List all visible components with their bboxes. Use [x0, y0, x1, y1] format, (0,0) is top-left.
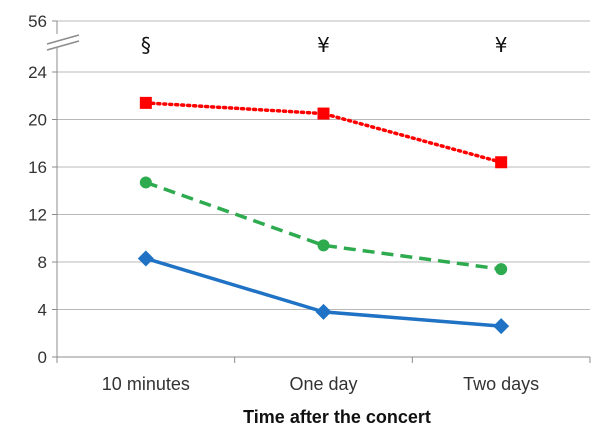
x-tick-label: One day [289, 374, 357, 394]
data-point-circle [495, 263, 508, 276]
gridlines [57, 20, 590, 310]
axis-break-slash [46, 40, 80, 51]
axis-break-marks [44, 34, 82, 51]
axes [44, 20, 591, 363]
annotation-mark: ¥ [317, 33, 330, 57]
x-tick-labels: 10 minutes One day Two days [102, 374, 539, 394]
axis-break-slash [46, 34, 80, 45]
data-point-diamond [137, 250, 154, 267]
series-1 [139, 96, 508, 169]
x-tick-label: Two days [463, 374, 539, 394]
y-tick-label: 0 [38, 348, 47, 367]
data-point-square [495, 156, 508, 169]
y-tick-labels: 0 4 8 12 16 20 24 56 [28, 12, 47, 367]
data-point-diamond [315, 303, 332, 320]
series-3 [137, 250, 510, 335]
annotation-mark: § [141, 33, 151, 57]
y-tick-label-break: 56 [28, 12, 47, 31]
y-tick-label: 8 [38, 253, 47, 272]
data-point-square [317, 107, 330, 120]
y-tick-label: 4 [38, 301, 47, 320]
data-point-diamond [493, 318, 510, 335]
significance-annotations: § ¥ ¥ [141, 33, 508, 57]
series-line [144, 101, 503, 164]
annotation-mark: ¥ [495, 33, 508, 57]
series-line [145, 180, 502, 271]
data-point-circle [317, 239, 330, 252]
y-tick-label: 24 [28, 63, 47, 82]
data-point-square [139, 96, 152, 109]
series-2 [139, 176, 508, 276]
x-tick-label: 10 minutes [102, 374, 190, 394]
data-point-circle [139, 176, 152, 189]
series-group [137, 96, 510, 335]
y-tick-label: 12 [28, 206, 47, 225]
y-tick-label: 16 [28, 158, 47, 177]
y-tick-label: 20 [28, 111, 47, 130]
x-axis-label: Time after the concert [243, 407, 431, 427]
